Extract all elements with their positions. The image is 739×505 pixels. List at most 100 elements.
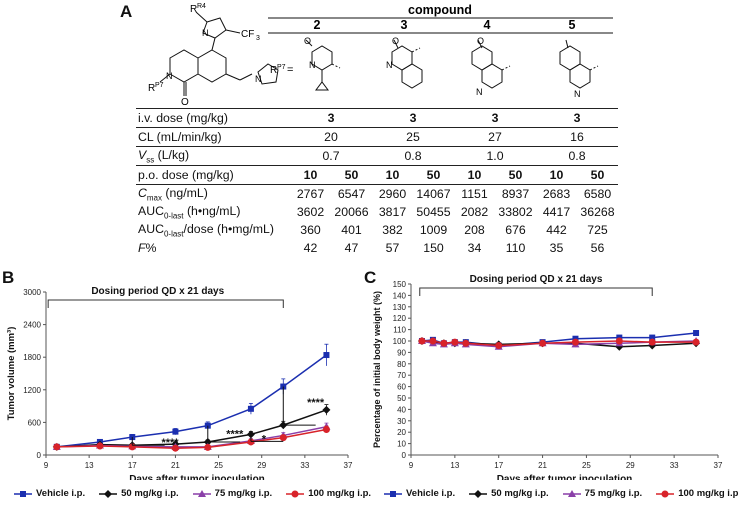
- imidazole-n-label: N: [255, 74, 262, 84]
- y-tick-label: 100: [393, 337, 407, 346]
- f-label: F%: [136, 239, 290, 257]
- data-point-3-1: [429, 337, 437, 345]
- auc-dose-6: 442: [546, 223, 567, 237]
- substituent-2-structure: [305, 39, 341, 91]
- data-point-3-6: [279, 434, 287, 442]
- cmax-7: 6580: [577, 184, 618, 203]
- f-1: 47: [344, 241, 359, 255]
- y-tick-label: 20: [397, 428, 406, 437]
- x-tick-label: 17: [128, 461, 137, 470]
- cl-5: 16: [536, 127, 618, 147]
- x-tick-label: 25: [582, 461, 591, 470]
- cmax-label: Cmax (ng/mL): [136, 184, 290, 203]
- y-tick-label: 10: [397, 440, 406, 449]
- po-dose-5: 50: [495, 165, 536, 185]
- auc-4: 2082: [460, 205, 489, 219]
- x-tick-label: 25: [214, 461, 223, 470]
- dosing-period-annotation: Dosing period QD x 21 days: [91, 286, 224, 297]
- x-tick-label: 37: [344, 461, 353, 470]
- y-tick-label: 90: [397, 348, 406, 357]
- x-tick-label: 33: [300, 461, 309, 470]
- data-point-3-3: [451, 338, 459, 346]
- f-label-main: F: [138, 241, 146, 255]
- body-weight-chart: 0 10 20 30 40 50 60 70 80 90 100 110 120 130 140 150 9 13…: [372, 274, 723, 480]
- x-tick-label: 37: [714, 461, 723, 470]
- po-dose-row: p.o. dose (mg/kg) 10 50 10 50 10 50 10 5…: [136, 165, 618, 185]
- x-tick-label: 9: [409, 461, 414, 470]
- pk-table: i.v. dose (mg/kg) 3 3 3 3 CL (mL/min/kg)…: [136, 108, 618, 257]
- sub4-o: O: [477, 36, 484, 46]
- compound-id-5: 5: [569, 18, 576, 32]
- data-point-0-7: [323, 352, 330, 359]
- po-dose-4: 10: [454, 165, 495, 185]
- r4-label: R: [190, 4, 197, 15]
- sub3-o: O: [392, 36, 399, 46]
- y-tick-label: 600: [28, 418, 42, 427]
- iv-dose-row: i.v. dose (mg/kg) 3 3 3 3: [136, 108, 618, 128]
- vss-5: 0.8: [536, 146, 618, 166]
- po-dose-6: 10: [536, 165, 577, 185]
- data-point-3-0: [53, 443, 61, 451]
- legend-b-50-label: 50 mg/kg i.p.: [121, 488, 179, 499]
- rp7-sup: P7: [155, 82, 164, 89]
- sub3-n: N: [386, 60, 393, 70]
- po-dose-1: 50: [331, 165, 372, 185]
- series-line-1: [56, 409, 327, 448]
- legend-c-50-marker: [469, 489, 488, 498]
- vss-label-sub: ss: [146, 155, 155, 165]
- f-0: 42: [303, 241, 318, 255]
- pyrazole-n-label: N: [202, 28, 209, 38]
- auc-dose-label-rest: /dose (h•mg/mL): [183, 221, 274, 236]
- cmax-1: 6547: [331, 184, 372, 203]
- cf3-label: CF: [241, 29, 254, 40]
- iv-dose-5: 3: [536, 108, 618, 128]
- legend-c-vehicle: Vehicle i.p.: [384, 488, 455, 499]
- vss-4: 1.0: [454, 146, 536, 166]
- cmax-label-main: C: [138, 185, 147, 200]
- auc-dose-7: 725: [587, 223, 608, 237]
- x-tick-label: 21: [171, 461, 180, 470]
- lactam-o-label: O: [181, 97, 189, 108]
- x-tick-label: 17: [494, 461, 503, 470]
- x-axis-label: Days after tumor inoculation: [497, 474, 633, 480]
- data-point-3-3: [171, 444, 179, 452]
- y-tick-label: 1200: [23, 386, 41, 395]
- legend-c-75-label: 75 mg/kg i.p.: [584, 488, 643, 499]
- y-tick-label: 120: [393, 314, 407, 323]
- legend-b-75: 75 mg/kg i.p.: [192, 488, 272, 499]
- po-dose-7: 50: [577, 165, 618, 185]
- auc-dose-label-sub: 0-last: [163, 229, 184, 239]
- vss-row: Vss (L/kg) 0.7 0.8 1.0 0.8: [136, 146, 618, 166]
- legend-c-vehicle-label: Vehicle i.p.: [406, 488, 456, 499]
- auc-dose-1: 401: [341, 223, 362, 237]
- x-tick-label: 29: [257, 461, 266, 470]
- x-tick-label: 21: [538, 461, 547, 470]
- legend-b-100-label: 100 mg/kg i.p.: [308, 488, 372, 499]
- data-point-3-7: [571, 338, 579, 346]
- substituent-4-structure: [471, 39, 511, 89]
- sub2-o: O: [304, 36, 311, 46]
- scaffold-structure: [159, 11, 279, 96]
- auc-label-main: AUC: [138, 203, 164, 218]
- cmax-row: Cmax (ng/mL) 2767 6547 2960 14067 1151 8…: [136, 184, 618, 203]
- rp7-eq-label: R: [270, 65, 277, 76]
- y-tick-label: 140: [393, 291, 407, 300]
- y-tick-label: 2400: [23, 321, 41, 330]
- auc-2: 3817: [378, 205, 407, 219]
- cf3-sub: 3: [256, 35, 260, 42]
- auc-dose-label-main: AUC: [138, 221, 164, 236]
- auc-0: 3602: [296, 205, 325, 219]
- y-tick-label: 1800: [23, 353, 41, 362]
- auc-row: AUC0-last (h•ng/mL) 3602 20066 3817 5045…: [136, 203, 618, 221]
- y-tick-label: 130: [393, 303, 407, 312]
- data-point-3-4: [204, 443, 212, 451]
- cmax-4: 1151: [454, 184, 495, 203]
- legend-c-75: 75 mg/kg i.p.: [562, 488, 643, 499]
- cmax-label-sub: max: [146, 193, 163, 203]
- cl-3: 25: [372, 127, 454, 147]
- cmax-5: 8937: [495, 184, 536, 203]
- auc-dose-label: AUC0-last/dose (h•mg/mL): [136, 221, 290, 239]
- legend-c-100-label: 100 mg/kg i.p.: [678, 488, 739, 499]
- compound-id-3: 3: [401, 18, 408, 32]
- po-dose-3: 50: [413, 165, 454, 185]
